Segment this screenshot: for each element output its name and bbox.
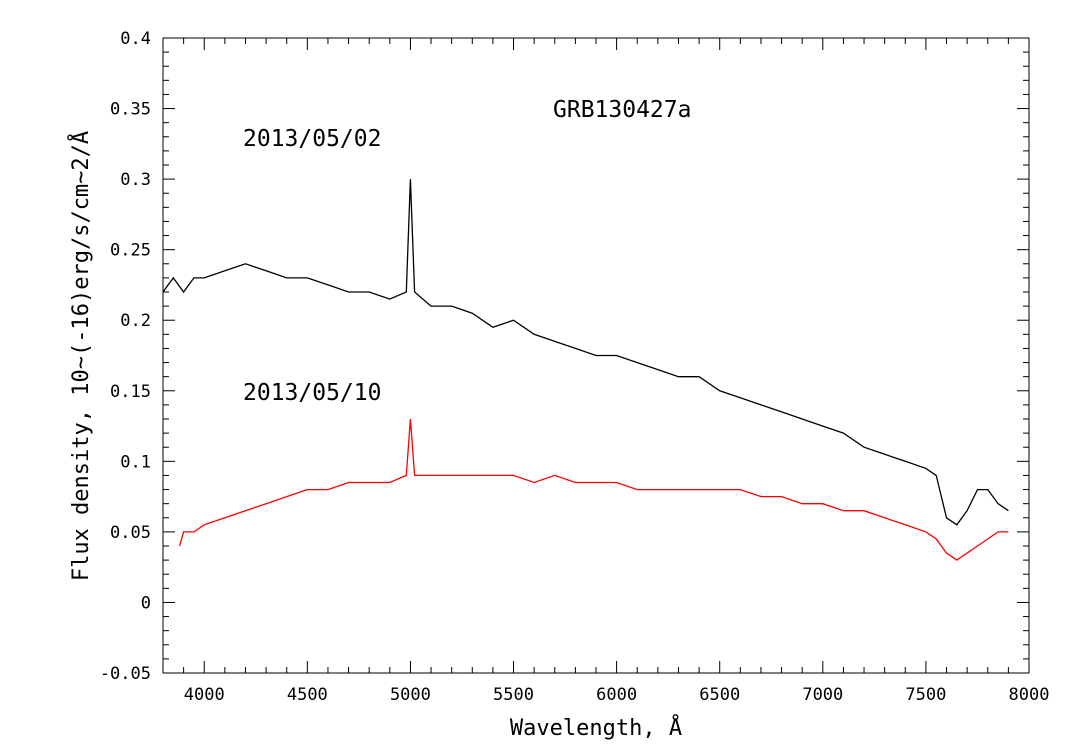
spectrum-series-line	[178, 418, 1009, 561]
x-tick-label: 8000	[1009, 685, 1050, 705]
y-tick-label: 0.4	[120, 29, 151, 49]
annotation-2013-05-10: 2013/05/10	[243, 380, 381, 406]
x-axis-label: Wavelength, Å	[510, 714, 682, 741]
y-tick-label: 0.2	[120, 311, 151, 331]
y-tick-label: -0.05	[100, 664, 151, 684]
y-tick-label: 0	[141, 593, 151, 613]
x-tick-label: 4000	[184, 685, 225, 705]
annotation-2013-05-02: 2013/05/02	[243, 126, 381, 152]
y-tick-label: 0.05	[110, 523, 151, 543]
chart-title: GRB130427a	[553, 97, 691, 123]
x-tick-label: 6000	[596, 685, 637, 705]
axis-ticks	[162, 37, 1030, 674]
y-tick-label: 0.3	[120, 170, 151, 190]
y-axis-label: Flux density, 10~(-16)erg/s/cm~2/Å	[67, 131, 94, 581]
x-tick-label: 5000	[390, 685, 431, 705]
x-tick-label: 4500	[287, 685, 328, 705]
series-layer	[163, 179, 1009, 561]
x-tick-label: 7500	[905, 685, 946, 705]
y-tick-label: 0.15	[110, 382, 151, 402]
spectrum-series-line	[163, 179, 1009, 526]
y-tick-label: 0.25	[110, 241, 151, 261]
y-tick-label: 0.35	[110, 100, 151, 120]
x-tick-label: 5500	[493, 685, 534, 705]
x-tick-label: 6500	[699, 685, 740, 705]
y-tick-label: 0.1	[120, 452, 151, 472]
x-tick-label: 7000	[802, 685, 843, 705]
tick-labels: 4000 4500 5000 5500 6000 6500 7000 7500 8000 -0.0…	[100, 29, 1050, 705]
